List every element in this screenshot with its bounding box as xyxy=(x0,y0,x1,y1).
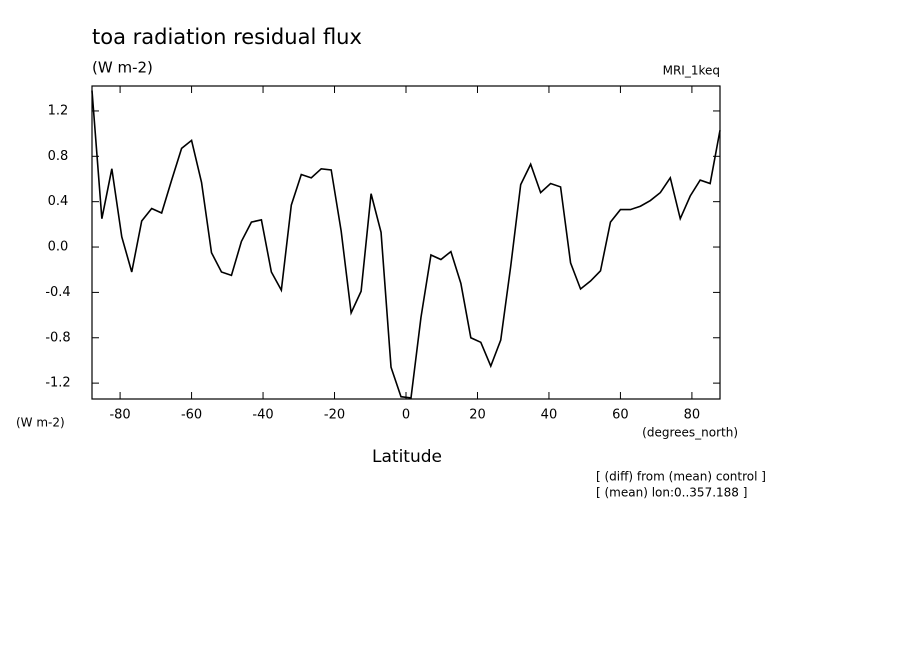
x-tick-label: 80 xyxy=(684,408,701,423)
x-tick-label: 20 xyxy=(469,408,486,423)
y-tick-label: -0.4 xyxy=(45,285,70,300)
y-tick-label: 0.8 xyxy=(48,149,69,164)
x-tick-label: -80 xyxy=(109,408,130,423)
x-units: (degrees_north) xyxy=(642,426,738,440)
chart-title: toa radiation residual flux xyxy=(92,25,362,49)
x-axis-label: Latitude xyxy=(372,447,442,467)
x-tick-label: -40 xyxy=(252,408,273,423)
y-tick-label: 1.2 xyxy=(48,103,69,118)
y-axis-label: (W m-2) xyxy=(16,416,65,430)
annotation: [ (diff) from (mean) control ] xyxy=(596,470,766,484)
data-line xyxy=(91,90,721,399)
annotation: [ (mean) lon:0..357.188 ] xyxy=(596,486,747,500)
x-tick-label: 40 xyxy=(541,408,558,423)
y-tick-label: -0.8 xyxy=(45,330,70,345)
plot-frame xyxy=(91,85,721,400)
x-tick-label: 60 xyxy=(612,408,629,423)
model-label: MRI_1keq xyxy=(663,64,720,78)
y-tick-label: 0.4 xyxy=(48,194,69,209)
x-tick-label: 0 xyxy=(402,408,410,423)
units: (W m-2) xyxy=(92,59,153,77)
y-tick-label: -1.2 xyxy=(45,376,70,391)
x-tick-label: -20 xyxy=(324,408,345,423)
y-tick-label: 0.0 xyxy=(48,240,69,255)
x-tick-label: -60 xyxy=(181,408,202,423)
